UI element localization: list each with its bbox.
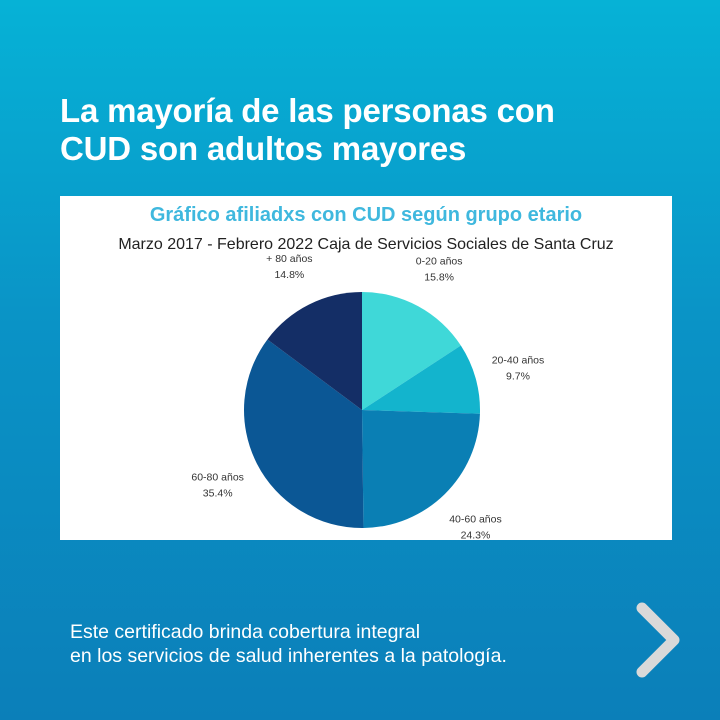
slice-percent-3: 35.4% (203, 488, 233, 500)
slice-label-4: + 80 años 14.8% (266, 253, 312, 281)
footer-text: Este certificado brinda cobertura integr… (70, 620, 610, 668)
slice-percent-4: 14.8% (274, 269, 304, 281)
headline: La mayoría de las personas con CUD son a… (60, 92, 660, 168)
chevron-right-icon[interactable] (630, 600, 690, 680)
slice-percent-2: 24.3% (461, 530, 491, 540)
chart-title: Gráfico afiliadxs con CUD según grupo et… (149, 204, 583, 226)
pie-slice-2 (362, 410, 480, 528)
headline-line-2: CUD son adultos mayores (60, 130, 467, 167)
slice-category-3: 60-80 años (191, 472, 244, 484)
slice-category-2: 40-60 años (449, 514, 502, 526)
pie-slice-1 (362, 345, 480, 414)
footer-line-1: Este certificado brinda cobertura integr… (70, 621, 421, 643)
slice-label-3: 60-80 años 35.4% (191, 472, 244, 500)
next-slide-button[interactable] (630, 600, 690, 680)
pie-slice-4 (267, 292, 362, 410)
slice-label-1: 20-40 años 9.7% (492, 354, 545, 382)
pie-slice-3 (244, 339, 364, 528)
chart-subtitle: Marzo 2017 - Febrero 2022 Caja de Servic… (118, 236, 614, 253)
slice-label-2: 40-60 años 24.3% (449, 514, 502, 540)
slice-percent-0: 15.8% (424, 272, 454, 284)
chart-card: Gráfico afiliadxs con CUD según grupo et… (60, 196, 672, 540)
footer-line-2: en los servicios de salud inherentes a l… (70, 645, 507, 667)
slice-label-0: 0-20 años 15.8% (416, 256, 463, 284)
slice-category-0: 0-20 años (416, 256, 463, 268)
pie-slice-0 (362, 292, 461, 410)
pie-chart: 0-20 años 15.8% 20-40 años 9.7% 40-60 años 24… (191, 253, 545, 540)
slice-percent-1: 9.7% (506, 370, 530, 382)
slice-category-4: + 80 años (266, 253, 312, 265)
slice-category-1: 20-40 años (492, 354, 545, 366)
headline-line-1: La mayoría de las personas con (60, 92, 555, 129)
